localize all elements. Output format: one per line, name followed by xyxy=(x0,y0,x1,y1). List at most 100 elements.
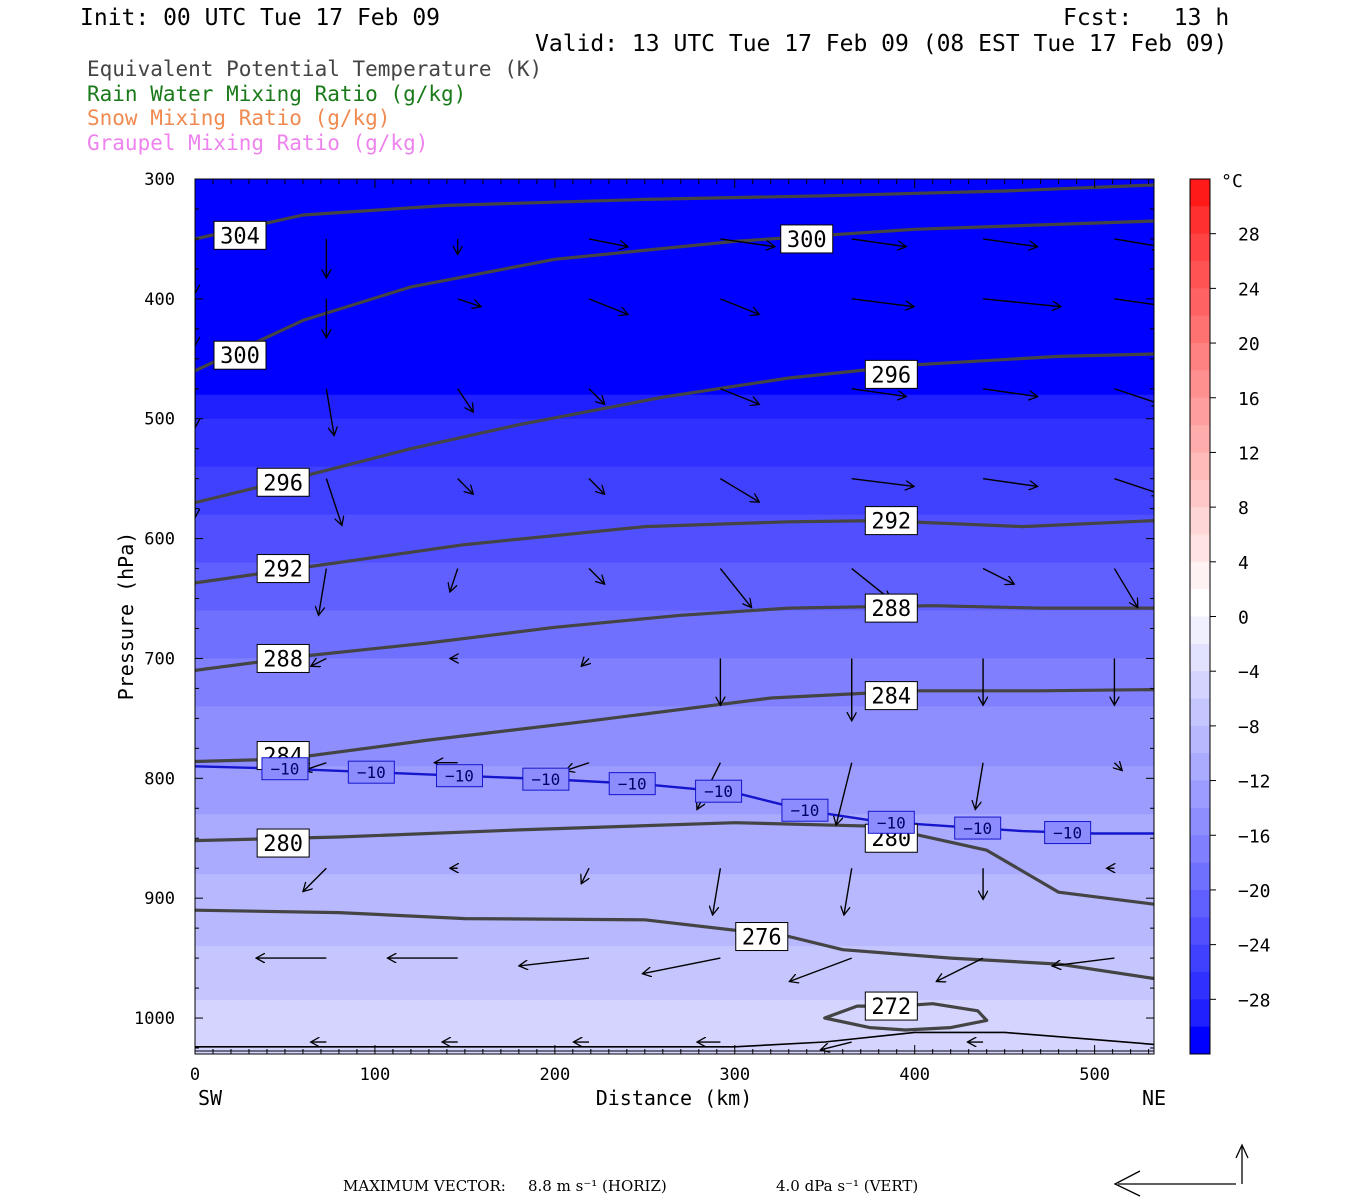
colorbar-swatch xyxy=(1190,944,1210,973)
colorbar-tick-label: −20 xyxy=(1238,881,1271,902)
wind-vector xyxy=(325,478,342,526)
colorbar-swatch xyxy=(1190,534,1210,563)
wind-vector xyxy=(588,238,628,247)
isotherm-label: −10 xyxy=(790,801,819,820)
temperature-band xyxy=(195,514,1154,564)
temperature-band xyxy=(195,1000,1154,1054)
colorbar-tick-label: −28 xyxy=(1238,990,1271,1011)
theta-e-contour-line xyxy=(195,604,1154,672)
wind-vector xyxy=(720,298,759,315)
wind-vector xyxy=(720,478,759,502)
legend-rain-water: Rain Water Mixing Ratio (g/kg) xyxy=(87,82,467,106)
colorbar-swatch xyxy=(1190,507,1210,535)
theta-e-contour-line xyxy=(195,519,1154,585)
contour-label-box xyxy=(864,991,918,1021)
wind-vector xyxy=(789,957,852,981)
temperature-band xyxy=(195,418,1154,468)
contour-label: 292 xyxy=(871,510,911,535)
wind-vector xyxy=(457,388,474,412)
wind-vector xyxy=(1052,957,1115,966)
wind-vector xyxy=(851,388,907,397)
temperature-shading xyxy=(195,179,1154,1054)
colorbar-swatch xyxy=(1190,288,1210,317)
theta-e-contour-line xyxy=(195,183,1154,241)
legend-theta-e: Equivalent Potential Temperature (K) xyxy=(87,57,543,81)
wind-vector xyxy=(642,957,721,974)
wind-vector xyxy=(1113,568,1137,608)
wind-vector xyxy=(720,388,759,405)
x-tick-label: 300 xyxy=(719,1065,750,1085)
colorbar-swatch xyxy=(1190,971,1210,1000)
colorbar-tick-label: 4 xyxy=(1238,553,1249,574)
y-tick-label: 700 xyxy=(144,649,175,669)
wind-vector xyxy=(982,388,1038,397)
x-tick-label: 200 xyxy=(539,1065,570,1085)
wind-vector xyxy=(588,388,605,405)
wind-vector xyxy=(982,238,1038,247)
colorbar-tick-label: 12 xyxy=(1238,443,1260,464)
colorbar-swatch xyxy=(1190,397,1210,426)
colorbar-swatch xyxy=(1190,233,1210,262)
x-tick-label: 500 xyxy=(1079,1065,1110,1085)
colorbar-tick-label: 0 xyxy=(1238,608,1249,629)
wind-vector xyxy=(982,477,1038,487)
contour-label-box xyxy=(256,554,310,584)
axes: 300 400 500 600 700 800 900 1000 0 100 200 300 400 50… xyxy=(134,170,1154,1085)
x-left-end-label: SW xyxy=(198,1086,223,1110)
wind-vector xyxy=(303,867,327,891)
wind-vector xyxy=(588,568,605,585)
contour-label: 296 xyxy=(263,471,303,496)
colorbar-swatch xyxy=(1190,561,1210,590)
wind-vector xyxy=(457,478,474,495)
isotherm-label: −10 xyxy=(963,819,992,838)
isotherm-label-box xyxy=(347,760,395,784)
temperature-band xyxy=(195,466,1154,516)
colorbar-tick-label: 20 xyxy=(1238,334,1260,355)
colorbar-swatch xyxy=(1190,807,1210,836)
wind-vector xyxy=(851,298,914,307)
contour-label-box xyxy=(864,506,918,536)
isotherm-label-box xyxy=(695,779,743,803)
contour-label: 284 xyxy=(871,685,911,710)
wind-vector xyxy=(519,957,590,966)
wind-vector xyxy=(588,298,628,315)
colorbar-swatch xyxy=(1190,698,1210,727)
wind-vector xyxy=(325,388,334,436)
theta-e-contour-line xyxy=(195,219,1154,373)
wind-vector xyxy=(450,568,459,592)
isotherm-label: −10 xyxy=(357,763,386,782)
legend-graupel: Graupel Mixing Ratio (g/kg) xyxy=(87,131,429,155)
contour-label-box xyxy=(256,828,310,858)
contour-label: 300 xyxy=(787,228,827,253)
isotherm-label: −10 xyxy=(271,760,300,779)
wind-vector xyxy=(581,658,589,666)
y-tick-label: 500 xyxy=(144,410,175,430)
wind-vector xyxy=(719,568,751,608)
temperature-band xyxy=(195,874,1154,947)
colorbar-swatch xyxy=(1190,999,1210,1028)
colorbar-swatch xyxy=(1190,862,1210,891)
colorbar-swatch xyxy=(1190,753,1210,782)
x-axis-label: Distance (km) xyxy=(596,1086,753,1110)
colorbar-swatch xyxy=(1190,261,1210,289)
colorbar-unit-label: °C xyxy=(1221,171,1243,192)
contour-label: 288 xyxy=(871,597,911,622)
isotherm-label-box xyxy=(261,757,309,781)
temperature-band xyxy=(195,766,1154,815)
colorbar-tick-label: −4 xyxy=(1238,662,1260,683)
isotherm-label-box xyxy=(522,767,570,791)
colorbar-swatch xyxy=(1190,889,1210,918)
colorbar-swatch xyxy=(1190,479,1210,508)
contour-label: 296 xyxy=(871,363,911,388)
theta-e-contours xyxy=(195,183,1154,1052)
isotherm-label-box xyxy=(867,810,915,834)
temperature-band xyxy=(195,562,1154,612)
theta-e-contour-line xyxy=(195,908,1154,981)
isotherm-label: −10 xyxy=(618,775,647,794)
contour-label: 292 xyxy=(263,558,303,583)
y-tick-label: 800 xyxy=(144,769,175,789)
colorbar-swatch xyxy=(1190,343,1210,371)
colorbar-tick-label: 24 xyxy=(1238,279,1260,300)
colorbar-swatch xyxy=(1190,452,1210,481)
max-vector-horiz: 8.8 m s⁻¹ (HORIZ) xyxy=(528,1177,667,1195)
